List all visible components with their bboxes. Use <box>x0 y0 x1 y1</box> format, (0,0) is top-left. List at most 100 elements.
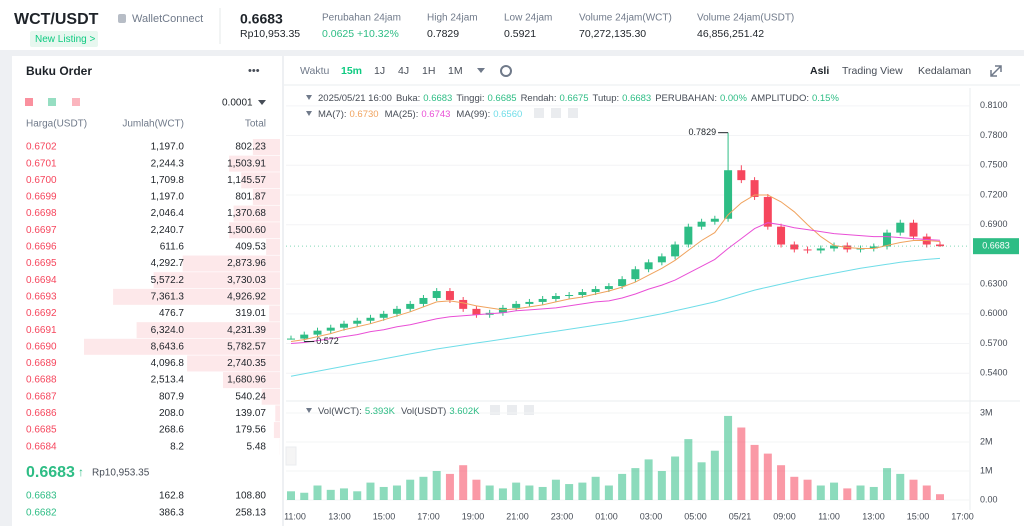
ma-line <box>290 222 941 344</box>
icon-bids[interactable] <box>48 98 56 106</box>
legend-btn[interactable] <box>490 405 500 415</box>
candle-body <box>644 262 653 270</box>
volume-bar <box>379 486 388 500</box>
book-more[interactable]: ••• <box>248 65 260 77</box>
view-option[interactable]: Asli <box>810 65 829 77</box>
ask-amount: 4,096.8 <box>151 358 185 369</box>
volume-bar <box>936 494 944 500</box>
candle-body <box>326 327 335 331</box>
info-label: Tutup: <box>593 93 620 104</box>
x-tick-label: 23:00 <box>551 511 574 521</box>
candle-body <box>392 308 401 314</box>
candle-body <box>300 334 309 339</box>
stat-value: 0.5921 <box>504 28 536 40</box>
x-tick-label: 03:00 <box>640 511 663 521</box>
ma-name: MA(25): <box>385 109 419 120</box>
candle-body <box>896 222 905 233</box>
icon-both[interactable] <box>25 98 33 106</box>
vol-value: 3.602K <box>449 406 480 417</box>
interval[interactable]: 1J <box>374 65 385 77</box>
x-tick-label: 11:00 <box>284 511 306 521</box>
ask-price: 0.6692 <box>26 308 57 319</box>
volume-bar <box>777 465 786 500</box>
volume-bar <box>763 453 772 500</box>
ask-price: 0.6695 <box>26 258 57 269</box>
depth-bar <box>261 388 280 405</box>
info-value: 0.6683 <box>423 93 452 104</box>
volume-bar <box>803 479 812 500</box>
volume-bar <box>419 476 428 500</box>
x-tick-label: 15:00 <box>373 511 396 521</box>
volume-bar <box>578 482 587 500</box>
interval-dropdown[interactable] <box>477 68 485 73</box>
interval[interactable]: 1H <box>422 65 435 77</box>
tick-dropdown[interactable] <box>258 100 266 105</box>
ask-price: 0.6685 <box>26 425 57 436</box>
info-label: Rendah: <box>521 93 557 104</box>
book-view-icons[interactable] <box>25 98 80 106</box>
depth-bar <box>113 288 281 305</box>
ask-amount: 1,197.0 <box>151 192 185 203</box>
project: WalletConnect <box>132 13 203 25</box>
ask-amount: 8,643.6 <box>151 341 185 352</box>
candle-body <box>657 256 666 263</box>
candle-body <box>406 303 415 309</box>
view-option[interactable]: Kedalaman <box>918 65 971 77</box>
ask-total: 1,370.68 <box>227 208 266 219</box>
badge-bg <box>30 31 98 47</box>
column-header: Total <box>245 119 266 130</box>
ask-total: 179.56 <box>235 425 266 436</box>
ask-amount: 2,244.3 <box>151 158 185 169</box>
expand-icon[interactable] <box>990 65 1002 77</box>
legend-btn[interactable] <box>507 405 517 415</box>
stat-value: 70,272,135.30 <box>579 28 646 40</box>
legend-btn[interactable] <box>551 108 561 118</box>
header-bg <box>0 0 1024 50</box>
vol-tick-label: 0.00 <box>980 494 998 504</box>
ma-value: 0.6743 <box>421 109 450 120</box>
interval[interactable]: 15m <box>341 65 362 77</box>
settings-icon[interactable] <box>500 65 512 77</box>
stat-value: 0.0625 +10.32% <box>322 28 399 40</box>
candle-body <box>604 286 613 290</box>
scroll-handle[interactable] <box>285 446 297 466</box>
ask-price: 0.6689 <box>26 358 57 369</box>
candle-body <box>565 295 574 297</box>
ask-price: 0.6691 <box>26 325 57 336</box>
candle-body <box>724 170 733 219</box>
ask-price: 0.6694 <box>26 275 57 286</box>
vol-value: 5.393K <box>365 406 396 417</box>
volume-bar <box>790 476 799 500</box>
legend-btn[interactable] <box>534 108 544 118</box>
volume-bar <box>432 471 441 500</box>
candle-body <box>287 338 295 340</box>
legend-btn[interactable] <box>568 108 578 118</box>
badge: New Listing > <box>35 34 95 45</box>
x-tick-label: 13:00 <box>328 511 351 521</box>
depth-bar <box>275 405 280 422</box>
depth-bar <box>241 172 280 189</box>
legend-btn[interactable] <box>524 405 534 415</box>
ask-total: 802.23 <box>235 142 266 153</box>
volume-bar <box>883 468 892 500</box>
price-idr: Rp10,953.35 <box>240 28 300 40</box>
interval[interactable]: 4J <box>398 65 409 77</box>
legend-caret <box>306 408 312 413</box>
interval[interactable]: 1M <box>448 65 463 77</box>
ask-total: 4,231.39 <box>227 325 266 336</box>
volume-bar <box>697 462 706 500</box>
pair: WCT/USDT <box>14 11 99 28</box>
icon-asks[interactable] <box>72 98 80 106</box>
bid-total: 258.13 <box>235 508 266 519</box>
view-option[interactable]: Trading View <box>842 65 903 77</box>
ask-amount: 1,709.8 <box>151 175 185 186</box>
ask-price: 0.6702 <box>26 142 57 153</box>
candle-body <box>697 221 706 227</box>
ask-total: 409.53 <box>235 242 266 253</box>
volume-bar <box>459 465 468 500</box>
volume-bar <box>816 485 825 500</box>
info-label: PERUBAHAN: <box>655 93 717 104</box>
ask-total: 1,145.57 <box>227 175 266 186</box>
legend-buttons[interactable] <box>490 108 578 415</box>
